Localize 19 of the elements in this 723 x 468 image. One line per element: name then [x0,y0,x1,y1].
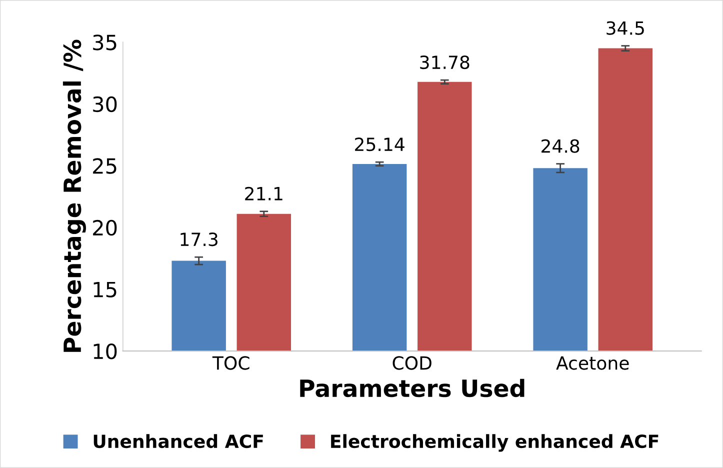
x-tick-label: TOC [212,356,250,370]
data-label: 21.1 [245,186,282,200]
x-axis-title: Parameters Used [300,378,524,398]
legend-label: Electrochemically enhanced ACF [331,434,658,452]
y-tick-label: 25 [93,158,116,174]
y-tick-label: 30 [93,96,117,112]
y-axis-title: Percentage Removal /% [62,40,86,352]
y-tick-label: 35 [93,34,116,50]
y-tick-label: 10 [94,343,117,360]
data-label: 31.78 [420,55,470,70]
y-tick-label: 20 [93,220,117,236]
data-label: 17.3 [180,232,218,246]
data-label: 24.8 [542,139,580,153]
legend-label: Unenhanced ACF [94,434,263,448]
data-label: 34.5 [606,21,644,35]
data-label: 25.14 [355,138,404,152]
y-tick-label: 15 [94,282,116,298]
x-tick-label: COD [392,356,432,370]
x-tick-label: Acetone [556,356,629,370]
